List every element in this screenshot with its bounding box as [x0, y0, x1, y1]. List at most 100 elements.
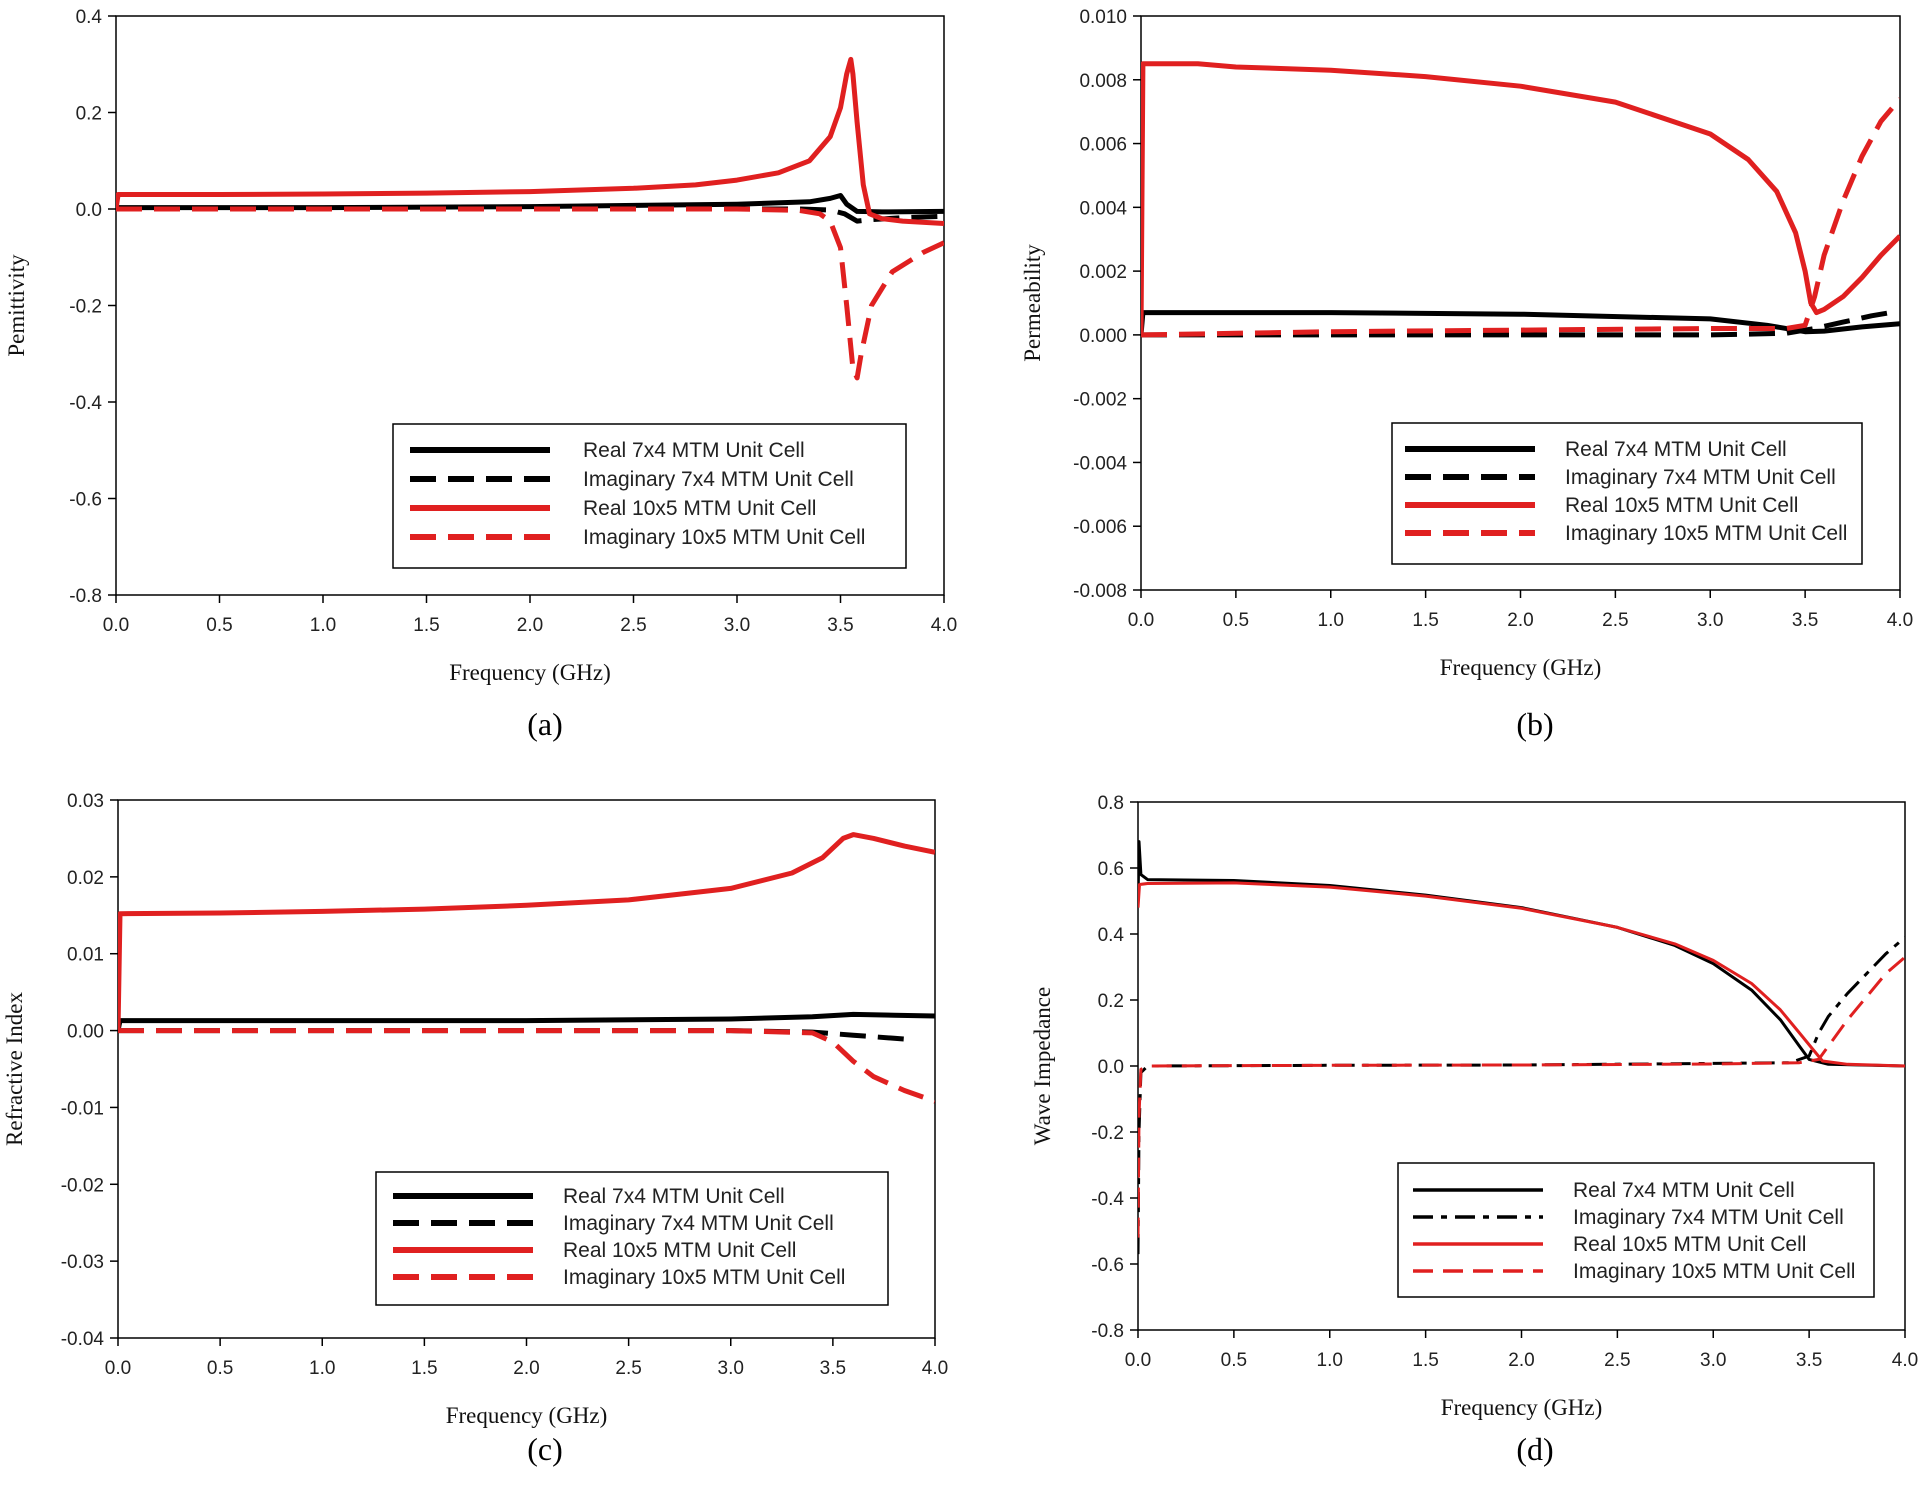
y-tick-label: 0.4 [1098, 925, 1125, 946]
y-tick-label: -0.4 [69, 393, 102, 414]
x-tick-label: 0.0 [1128, 610, 1154, 631]
x-tick-label: 2.0 [517, 615, 543, 636]
y-tick-label: -0.6 [1091, 1255, 1124, 1276]
chart-panel-b: 0.0 0.5 1.0 1.5 2.0 2.5 3.0 3.5 4.0 0.010 0.008 0.0… [1020, 7, 1913, 742]
y-tick-label: -0.008 [1073, 581, 1127, 602]
legend-entry: Imaginary 7x4 MTM Unit Cell [563, 1212, 834, 1235]
x-tick-label: 3.5 [827, 615, 853, 636]
panel-caption: (c) [527, 1431, 563, 1467]
y-tick-label: -0.01 [61, 1098, 104, 1119]
x-tick-label: 4.0 [922, 1358, 948, 1379]
series-line-3 [116, 56, 944, 226]
x-axis-label: Frequency (GHz) [1441, 1395, 1603, 1420]
x-tick-label: 0.5 [1221, 1350, 1247, 1371]
x-tick-label: 2.5 [615, 1358, 641, 1379]
x-tick-label: 2.5 [1604, 1350, 1630, 1371]
x-tick-label: 1.0 [310, 615, 336, 636]
chart-panel-c: 0.0 0.5 1.0 1.5 2.0 2.5 3.0 3.5 4.0 0.03 0.02 0.01 0… [2, 791, 948, 1467]
x-tick-label: 0.0 [105, 1358, 131, 1379]
x-tick-label: 4.0 [931, 615, 957, 636]
x-tick-label: 2.0 [1508, 1350, 1534, 1371]
legend: Real 7x4 MTM Unit Cell Imaginary 7x4 MTM … [375, 1171, 889, 1306]
legend-entry: Real 10x5 MTM Unit Cell [1573, 1233, 1806, 1256]
y-tick-label: 0.0 [1098, 1057, 1124, 1078]
x-tick-label: 1.5 [411, 1358, 437, 1379]
y-tick-label: 0.00 [67, 1022, 104, 1043]
legend-box [1397, 1162, 1875, 1298]
legend-entry: Real 7x4 MTM Unit Cell [1573, 1179, 1795, 1202]
y-tick-label: 0.4 [76, 7, 103, 28]
legend-entry: Imaginary 10x5 MTM Unit Cell [1573, 1260, 1855, 1283]
series-line-1 [1141, 310, 1900, 336]
series-line-4 [116, 206, 944, 381]
series-line-4 [118, 1028, 935, 1104]
y-tick-label: 0.6 [1098, 859, 1124, 880]
x-tick-label: 2.0 [1507, 610, 1533, 631]
legend-entry: Real 7x4 MTM Unit Cell [563, 1185, 785, 1208]
y-tick-label: 0.2 [76, 104, 102, 125]
y-tick-label: -0.2 [1091, 1123, 1124, 1144]
y-tick-label: 0.008 [1079, 71, 1127, 92]
x-tick-label: 4.0 [1892, 1350, 1918, 1371]
x-tick-label: 1.0 [309, 1358, 335, 1379]
y-tick-label: -0.4 [1091, 1189, 1124, 1210]
x-tick-label: 3.0 [724, 615, 750, 636]
legend: Real 7x4 MTM Unit Cell Imaginary 7x4 MTM … [1391, 422, 1863, 565]
y-tick-label: 0.02 [67, 868, 104, 889]
series-line-3 [1141, 61, 1900, 335]
x-tick-label: 4.0 [1887, 610, 1913, 631]
y-tick-label: -0.002 [1073, 390, 1127, 411]
legend: Real 7x4 MTM Unit Cell Imaginary 7x4 MTM … [392, 423, 907, 569]
legend-entry: Imaginary 7x4 MTM Unit Cell [1573, 1206, 1844, 1229]
x-tick-label: 1.0 [1318, 610, 1344, 631]
series-line-2 [1141, 310, 1891, 338]
x-axis-label: Frequency (GHz) [1440, 655, 1602, 680]
x-tick-label: 2.5 [620, 615, 646, 636]
y-tick-label: -0.04 [61, 1329, 105, 1350]
legend-entry: Imaginary 10x5 MTM Unit Cell [563, 1266, 845, 1289]
legend-entry: Real 10x5 MTM Unit Cell [563, 1239, 796, 1262]
legend-entry: Real 10x5 MTM Unit Cell [1565, 494, 1798, 517]
y-axis-label: Wave Impedance [1030, 987, 1055, 1145]
y-tick-label: -0.02 [61, 1175, 104, 1196]
series-line-4 [1138, 955, 1905, 1238]
x-tick-label: 1.5 [413, 615, 439, 636]
panel-caption: (a) [527, 706, 563, 742]
y-tick-label: 0.002 [1079, 262, 1127, 283]
series-line-2 [1138, 936, 1905, 1255]
x-tick-label: 0.5 [207, 1358, 233, 1379]
legend-entry: Real 10x5 MTM Unit Cell [583, 497, 816, 520]
y-tick-label: 0.000 [1079, 326, 1127, 347]
y-axis-label: Permeability [1020, 244, 1045, 362]
x-tick-label: 0.5 [206, 615, 232, 636]
y-tick-label: -0.03 [61, 1252, 104, 1273]
y-tick-label: -0.8 [69, 586, 102, 607]
x-tick-label: 3.5 [1792, 610, 1818, 631]
x-axis-label: Frequency (GHz) [446, 1403, 608, 1428]
y-tick-label: 0.0 [76, 200, 102, 221]
y-tick-label: 0.010 [1079, 7, 1127, 28]
x-tick-label: 3.0 [1700, 1350, 1726, 1371]
x-tick-label: 3.5 [820, 1358, 846, 1379]
panel-caption: (d) [1516, 1431, 1553, 1467]
y-tick-label: 0.03 [67, 791, 104, 812]
x-tick-label: 3.0 [718, 1358, 744, 1379]
legend-entry: Imaginary 10x5 MTM Unit Cell [583, 526, 865, 549]
x-tick-label: 0.0 [1125, 1350, 1151, 1371]
x-tick-label: 3.5 [1796, 1350, 1822, 1371]
y-tick-label: -0.6 [69, 490, 102, 511]
series-line-1 [1138, 840, 1905, 1068]
y-axis-label: Pemittivity [4, 254, 29, 357]
legend-entry: Imaginary 10x5 MTM Unit Cell [1565, 522, 1847, 545]
y-tick-label: -0.8 [1091, 1321, 1124, 1342]
x-tick-label: 0.5 [1223, 610, 1249, 631]
chart-panel-d: 0.0 0.5 1.0 1.5 2.0 2.5 3.0 3.5 4.0 0.8 0.6 0.4 0.2 0… [1030, 793, 1918, 1467]
x-tick-label: 3.0 [1697, 610, 1723, 631]
y-tick-label: -0.006 [1073, 517, 1127, 538]
y-tick-label: 0.006 [1079, 135, 1127, 156]
legend-entry: Imaginary 7x4 MTM Unit Cell [583, 468, 854, 491]
x-tick-label: 0.0 [103, 615, 129, 636]
x-tick-label: 1.0 [1317, 1350, 1343, 1371]
x-axis-label: Frequency (GHz) [449, 660, 611, 685]
